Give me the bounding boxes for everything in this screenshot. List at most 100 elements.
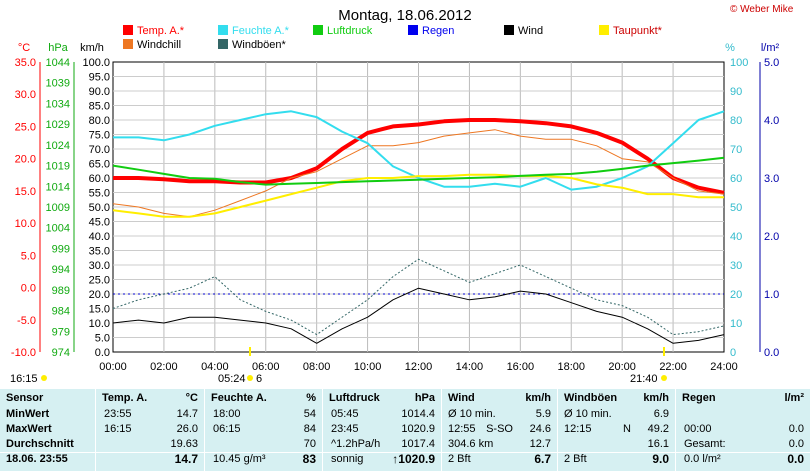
stats-value: 24.6 <box>529 423 551 435</box>
stats-value: 49.2 <box>647 423 669 435</box>
time-marker-left: 16:15 <box>10 373 38 385</box>
weather-chart: Montag, 18.06.2012 °C hPa km/h% l/m² 35.0 30.0… <box>10 7 779 385</box>
stats-cell: 16:15 <box>104 423 132 435</box>
press-tick: 984 <box>52 306 70 318</box>
stats-header-wind: Wind km/h <box>442 391 557 405</box>
stats-value: 1020.9 <box>401 423 435 435</box>
wind-tick: 35.0 <box>89 246 110 258</box>
stats-row: Ø 10 min. 5.9 <box>442 407 557 421</box>
temp-unit-label: °C <box>18 42 30 54</box>
stats-unit-temp: °C <box>185 392 198 404</box>
rain-tick: 3.0 <box>764 173 779 185</box>
temp-tick: 0.0 <box>21 283 36 295</box>
stats-value: 5.9 <box>535 408 551 420</box>
stats-cell: 00:00 <box>684 423 712 435</box>
stats-row: 19.63 <box>96 437 204 451</box>
x-tick: 00:00 <box>99 361 127 373</box>
stats-title-press: Luftdruck <box>329 392 380 404</box>
press-unit-label: hPa <box>48 42 68 54</box>
wind-tick: 30.0 <box>89 260 110 272</box>
stats-row: Gesamt: 0.0 <box>676 437 810 451</box>
stats-row: 10.45 g/m³ 83 <box>205 452 322 466</box>
stats-row: sonnig ↑1020.9 <box>323 452 441 466</box>
stats-unit-wind: km/h <box>525 392 551 404</box>
stats-col-gust: Windböen km/h Ø 10 min. 6.9 12:15 N 49.2 16.1 2 … <box>558 389 675 471</box>
stats-label: 18.06. 23:55 <box>6 453 68 465</box>
press-tick: 999 <box>52 243 70 255</box>
hum-tick: 70 <box>730 144 742 156</box>
stats-cell: 23:45 <box>331 423 359 435</box>
current-row-highlight <box>0 452 810 453</box>
x-tick: 20:00 <box>608 361 636 373</box>
legend-label: Windchill <box>137 39 181 51</box>
stats-header-sensor: Sensor <box>0 391 95 405</box>
series-luftdruck <box>112 156 725 186</box>
temp-tick: 15.0 <box>15 186 36 198</box>
stats-row: 2 Bft 6.7 <box>442 452 557 466</box>
stats-cell: 2 Bft <box>564 453 587 465</box>
legend-swatch <box>599 25 609 35</box>
stats-value: 0.0 <box>788 438 804 450</box>
legend-label: Luftdruck <box>327 25 373 37</box>
rain-tick: 5.0 <box>764 57 779 69</box>
stats-cell: 12:55 <box>448 423 476 435</box>
stats-cell: Ø 10 min. <box>448 408 496 420</box>
x-tick: 18:00 <box>557 361 585 373</box>
stats-header-gust: Windböen km/h <box>558 391 675 405</box>
x-tick: 02:00 <box>150 361 178 373</box>
stats-label: MaxWert <box>6 423 52 435</box>
legend-label: Temp. A.* <box>137 25 185 37</box>
stats-row: ^1.2hPa/h 1017.4 <box>323 437 441 451</box>
stats-cell: Ø 10 min. <box>564 408 612 420</box>
wind-tick: 40.0 <box>89 231 110 243</box>
wind-tick: 20.0 <box>89 289 110 301</box>
stats-row: 0.0 l/m² 0.0 <box>676 452 810 466</box>
stats-unit-press: hPa <box>414 392 435 404</box>
stats-cell: 18:00 <box>213 408 241 420</box>
x-tick: 12:00 <box>405 361 433 373</box>
stats-cell: 23:55 <box>104 408 132 420</box>
stats-value: 0.0 <box>788 423 804 435</box>
legend-swatch <box>504 25 514 35</box>
press-tick: 979 <box>52 326 70 338</box>
rain-tick: 2.0 <box>764 231 779 243</box>
sun-icon <box>41 375 47 381</box>
stats-row: 14.7 <box>96 452 204 466</box>
wind-tick: 75.0 <box>89 130 110 142</box>
hum-tick: 0 <box>730 347 736 359</box>
legend-label: Wind <box>518 25 543 37</box>
stats-value: 9.0 <box>652 452 669 466</box>
stats-title-wind: Wind <box>448 392 475 404</box>
wind-tick: 45.0 <box>89 217 110 229</box>
press-tick: 1034 <box>46 98 70 110</box>
press-tick: 1024 <box>46 140 70 152</box>
wind-tick: 5.0 <box>95 333 110 345</box>
stats-cell: N <box>623 423 631 435</box>
hum-tick: 50 <box>730 202 742 214</box>
temp-tick: 20.0 <box>15 154 36 166</box>
stats-title-temp: Temp. A. <box>102 392 148 404</box>
press-tick: 1004 <box>46 223 70 235</box>
stats-row: 23:55 14.7 <box>96 407 204 421</box>
series-temp-a <box>113 118 725 195</box>
stats-table: Sensor MinWert MaxWert Durchschnitt 18.06. 2… <box>0 389 810 471</box>
stats-value: 6.9 <box>653 408 669 420</box>
press-tick: 1044 <box>46 57 70 69</box>
stats-header-temp: Temp. A. °C <box>96 391 204 405</box>
stats-value: 1017.4 <box>401 438 435 450</box>
stats-cell: 10.45 g/m³ <box>213 453 266 465</box>
legend-swatch <box>218 25 228 35</box>
stats-row: 2 Bft 9.0 <box>558 452 675 466</box>
stats-unit-rain: l/m² <box>784 392 804 404</box>
stats-row: 304.6 km 12.7 <box>442 437 557 451</box>
sunset-time: 21:40 <box>630 373 658 385</box>
stats-unit-gust: km/h <box>643 392 669 404</box>
temp-tick: 25.0 <box>15 121 36 133</box>
stats-value: 16.1 <box>647 438 669 450</box>
wind-tick: 50.0 <box>89 202 110 214</box>
stats-title-gust: Windböen <box>564 392 618 404</box>
x-tick: 16:00 <box>507 361 535 373</box>
stats-col-hum: Feuchte A.% 18:00 54 06:15 84 70 10.45 g/m³ 83 <box>205 389 322 471</box>
stats-cell: 304.6 km <box>448 438 494 450</box>
legend-label: Regen <box>422 25 454 37</box>
